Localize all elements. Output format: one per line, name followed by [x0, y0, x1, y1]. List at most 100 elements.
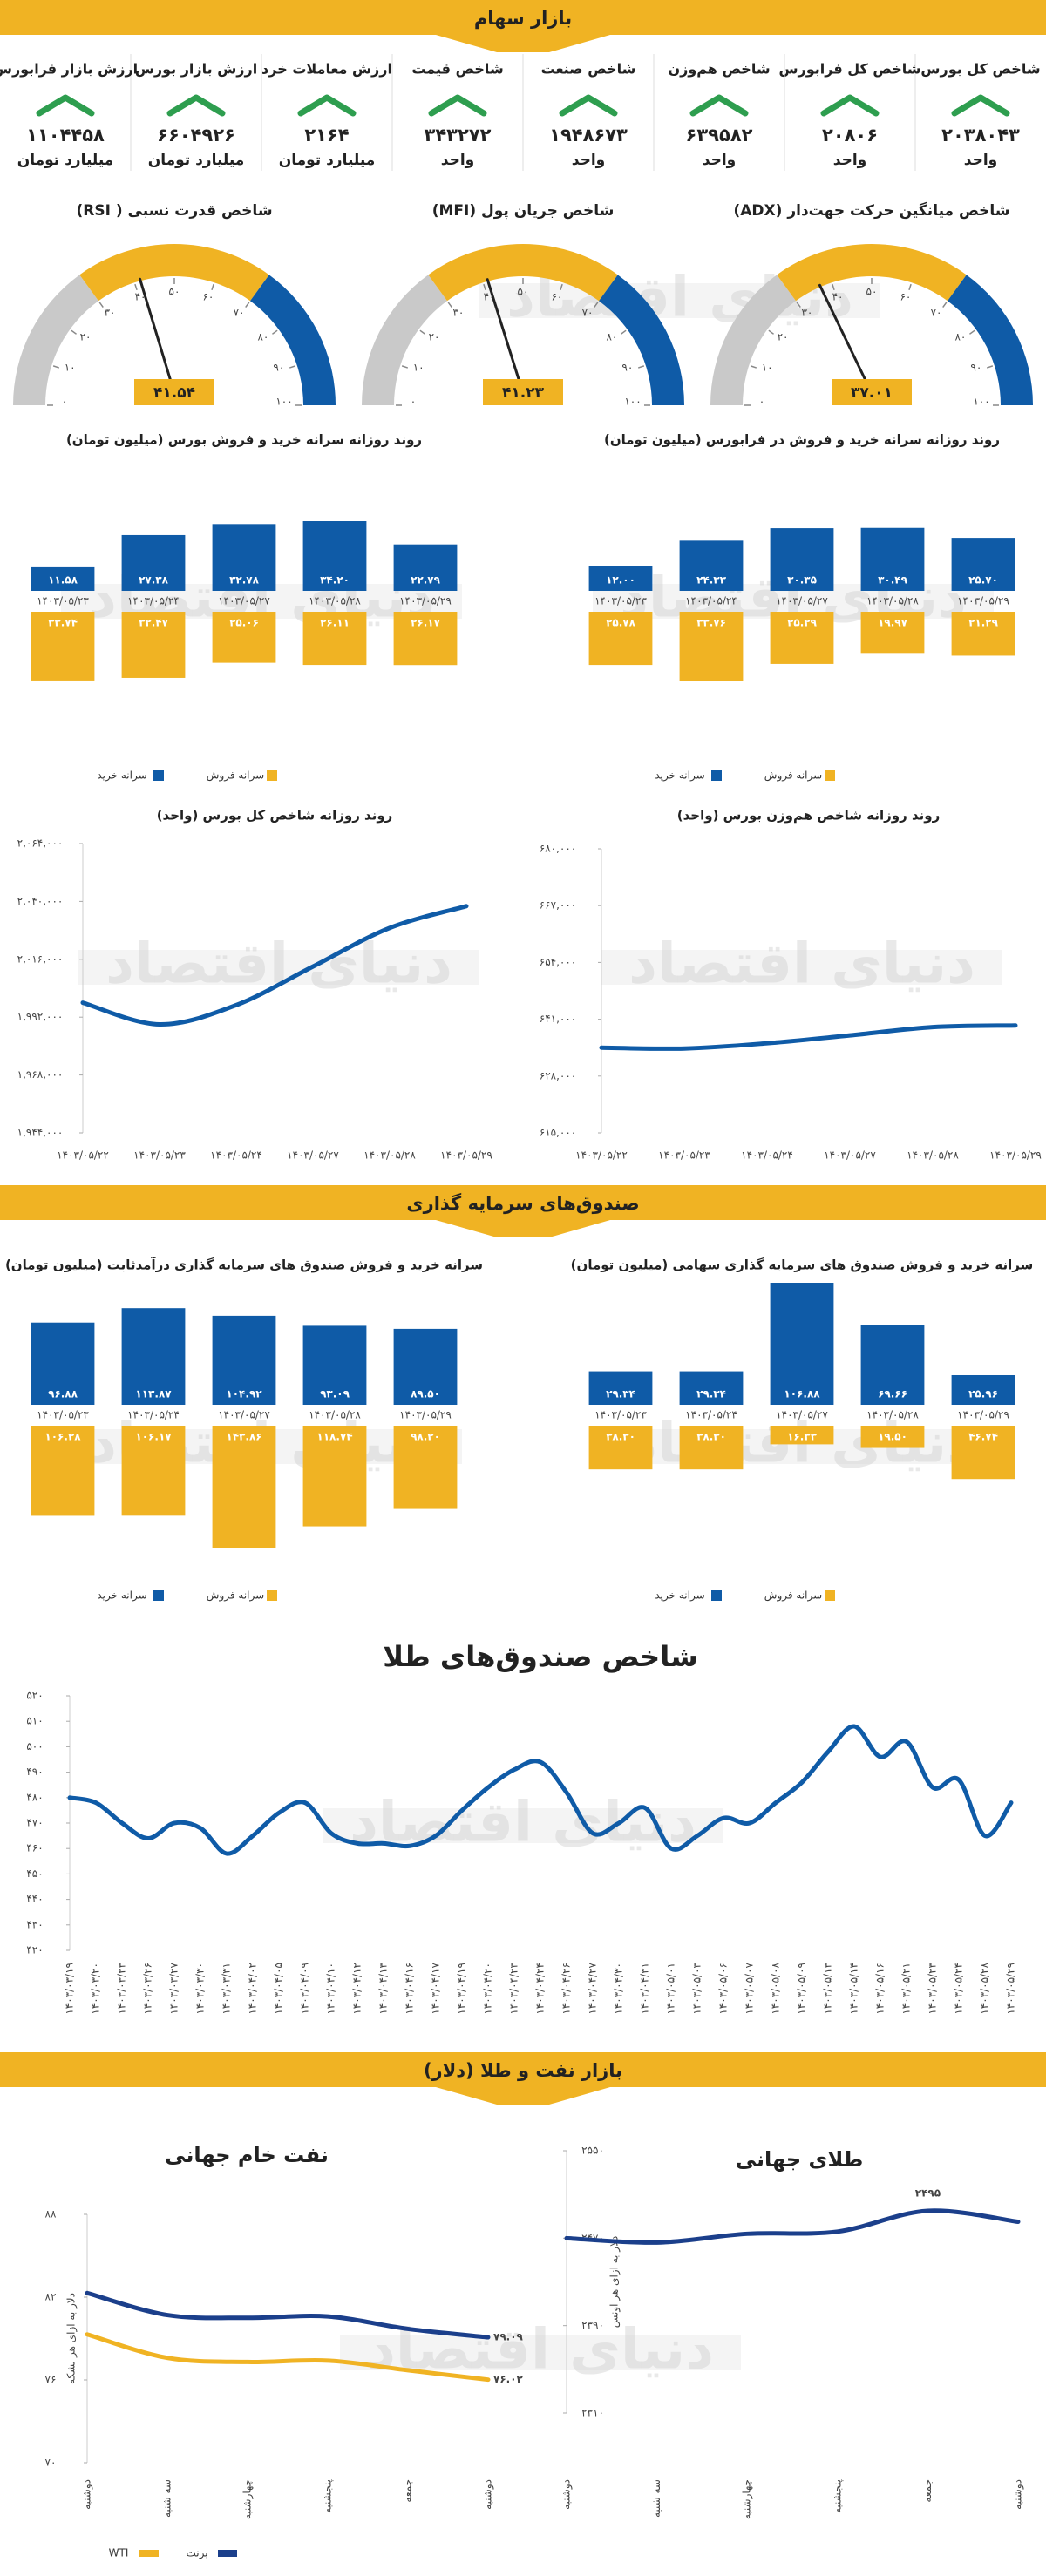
- x-tick-label: ۱۴۰۳/۰۴/۱۰: [325, 1963, 337, 2015]
- x-tick-label: ۱۴۰۳/۰۵/۲۳: [133, 1149, 186, 1162]
- x-tick-label: ۱۴۰۳/۰۳/۲۳: [116, 1962, 128, 2014]
- x-tick-label: ۱۴۰۳/۰۵/۱۴: [848, 1963, 860, 2015]
- x-tick-label: ۱۴۰۳/۰۵/۲۷: [287, 1149, 339, 1162]
- gauge-tick-label: ۶۰: [202, 291, 214, 303]
- y-tick-label: ۶۱۵,۰۰۰: [540, 1127, 577, 1139]
- legend-label: سرانه فروش: [764, 769, 822, 783]
- gauge-tick-label: ۴۰: [832, 291, 844, 303]
- x-tick-label: ۱۴۰۳/۰۵/۰۳: [691, 1962, 703, 2014]
- bar: [121, 1426, 186, 1516]
- y-tick-label: ۲۵۵۰: [581, 2145, 604, 2157]
- x-tick-label: ۱۴۰۳/۰۵/۲۸: [363, 1149, 416, 1162]
- gauge-tick: [98, 302, 104, 308]
- bar-value-label: ۲۴.۳۳: [696, 574, 727, 586]
- bar: [770, 1283, 834, 1405]
- bar: [951, 538, 1015, 591]
- bar: [212, 612, 276, 663]
- bar-value-label: ۱۰۶.۱۷: [135, 1431, 172, 1443]
- y-tick-label: ۸۲: [45, 2291, 57, 2303]
- x-tick-label: ۱۴۰۳/۰۴/۲۷: [587, 1962, 599, 2014]
- stat-value: ۲۰۳۸۰۴۳: [941, 125, 1020, 146]
- gauge-tick-label: ۲۰: [778, 330, 789, 342]
- x-tick-label: ۱۴۰۳/۰۵/۲۸: [866, 1409, 919, 1421]
- y-tick-label: ۴۹۰: [26, 1766, 43, 1778]
- gauge-tick-label: ۰: [411, 396, 416, 408]
- legend-swatch: [267, 1590, 277, 1601]
- legend-swatch: [153, 1590, 164, 1601]
- bar-value-label: ۳۲.۷۸: [229, 574, 260, 586]
- x-tick-label: ۱۴۰۳/۰۵/۲۷: [776, 595, 828, 607]
- legend-swatch: [218, 2550, 237, 2557]
- gauge-tick-label: ۹۰: [621, 362, 633, 374]
- x-tick-label: ۱۴۰۳/۰۵/۲۷: [218, 595, 270, 607]
- section-banner: [0, 2052, 1046, 2087]
- bar: [588, 1371, 653, 1405]
- section-banner: [0, 1185, 1046, 1220]
- x-tick-label: ۱۴۰۳/۰۴/۲۴: [534, 1963, 547, 2015]
- gauge-tick-label: ۳۰: [801, 307, 812, 319]
- bar-value-label: ۱۱۳.۸۷: [135, 1388, 172, 1400]
- x-tick-label: دوشنبه: [1012, 2479, 1025, 2510]
- x-tick-label: چهارشنبه: [741, 2479, 754, 2519]
- x-tick-label: ۱۴۰۳/۰۳/۲۶: [142, 1963, 154, 2015]
- gauge-tick: [52, 365, 60, 369]
- gauge-band: [249, 275, 336, 405]
- bar: [951, 612, 1015, 656]
- bar-value-label: ۲۹.۳۴: [696, 1388, 726, 1400]
- x-tick-label: ۱۴۰۳/۰۴/۲۰: [482, 1963, 494, 2015]
- bar: [302, 1325, 367, 1405]
- bar: [212, 524, 276, 591]
- gauge-tick-label: ۲۰: [429, 330, 440, 342]
- bar-value-label: ۳۸.۳۰: [696, 1431, 726, 1443]
- gauge-tick: [637, 365, 645, 369]
- y-tick-label: ۶۵۴,۰۰۰: [540, 956, 577, 968]
- gauge-value: ۴۱.۲۳: [502, 384, 545, 402]
- bar-value-label: ۲۵.۹۶: [968, 1388, 998, 1400]
- stat-value: ۱۹۴۸۶۷۳: [549, 125, 628, 146]
- legend-label: سرانه فروش: [764, 1590, 822, 1603]
- x-tick-label: ۱۴۰۳/۰۵/۲۴: [210, 1149, 262, 1162]
- gauge-tick: [908, 283, 912, 291]
- x-tick-label: ۱۴۰۳/۰۵/۲۸: [309, 1409, 361, 1421]
- x-tick-label: ۱۴۰۳/۰۴/۲۳: [508, 1962, 520, 2014]
- x-tick-label: ۱۴۰۳/۰۵/۲۹: [957, 1409, 1009, 1421]
- gauge-tick: [560, 283, 563, 291]
- gauge-tick: [272, 329, 278, 335]
- gauge-tick: [447, 302, 452, 308]
- x-tick-label: ۱۴۰۳/۰۵/۲۹: [399, 1409, 452, 1421]
- x-tick-label: ۱۴۰۳/۰۳/۲۷: [168, 1962, 180, 2014]
- x-tick-label: ۱۴۰۳/۰۵/۲۳: [37, 595, 89, 607]
- bar-value-label: ۹۳.۰۹: [320, 1388, 350, 1400]
- gauge-tick: [483, 283, 486, 291]
- y-tick-label: ۴۲۰: [26, 1944, 43, 1956]
- gauge-tick-label: ۱۰: [762, 362, 773, 374]
- x-tick-label: ۱۴۰۳/۰۴/۱۲: [351, 1963, 363, 2015]
- stat-unit: میلیارد تومان: [17, 152, 114, 169]
- bar: [212, 1315, 276, 1405]
- x-tick-label: دوشنبه: [482, 2479, 495, 2510]
- y-tick-label: ۴۶۰: [26, 1842, 43, 1854]
- x-tick-label: دوشنبه: [81, 2479, 94, 2510]
- legend-swatch: [825, 1590, 835, 1601]
- bar-value-label: ۲۶.۱۱: [320, 617, 350, 629]
- bar: [679, 1426, 744, 1470]
- gauge-tick-label: ۷۰: [582, 307, 594, 319]
- gauge-tick-label: ۶۰: [900, 291, 911, 303]
- bar-value-label: ۱۲.۰۰: [606, 574, 635, 586]
- stat-value: ۲۱۶۴: [304, 125, 349, 146]
- gauge-tick: [134, 283, 138, 291]
- x-tick-label: ۱۴۰۳/۰۴/۱۳: [377, 1962, 390, 2014]
- x-tick-label: ۱۴۰۳/۰۴/۰۵: [273, 1963, 285, 2015]
- gauge-tick-label: ۰: [759, 396, 764, 408]
- legend-swatch: [153, 770, 164, 781]
- x-tick-label: ۱۴۰۳/۰۵/۲۷: [824, 1149, 876, 1162]
- line-value-label: ۷۶.۰۲: [493, 2373, 524, 2385]
- stat-unit: واحد: [964, 152, 997, 169]
- stat-trend-icon: [428, 94, 487, 117]
- stat-trend-icon: [36, 94, 95, 117]
- x-tick-label: پنجشنبه: [322, 2479, 334, 2513]
- x-tick-label: ۱۴۰۳/۰۵/۲۳: [927, 1962, 939, 2014]
- stat-unit: واحد: [833, 152, 866, 169]
- legend-swatch: [711, 1590, 722, 1601]
